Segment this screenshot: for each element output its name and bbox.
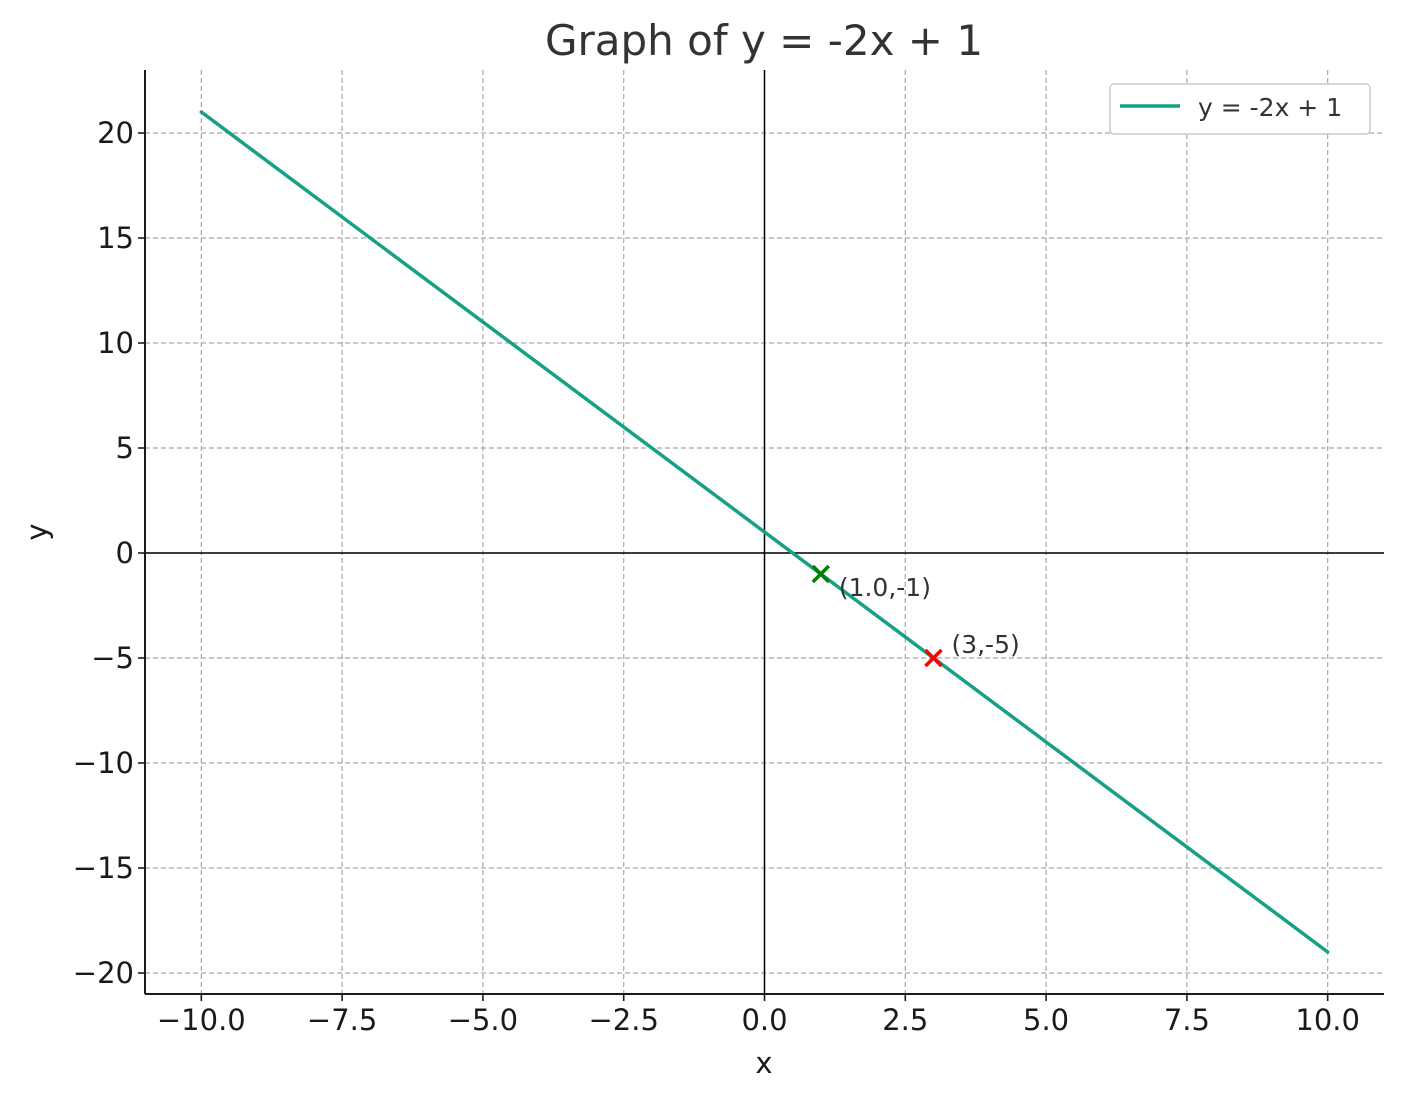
y-axis-label: y [20, 523, 54, 540]
y-tick-label: 0 [116, 536, 134, 570]
chart-title: Graph of y = -2x + 1 [545, 16, 983, 65]
annotated-points: (1.0,-1) (3,-5) [811, 564, 1020, 668]
x-tick-label: 7.5 [1164, 1003, 1210, 1037]
x-tick-label: 10.0 [1295, 1003, 1360, 1037]
series-line [199, 110, 1330, 954]
y-tick-label: −10 [73, 746, 134, 780]
x-tick-label: −2.5 [588, 1003, 658, 1037]
legend: y = -2x + 1 [1109, 83, 1371, 135]
legend-label: y = -2x + 1 [1198, 93, 1342, 122]
series-lines [199, 110, 1330, 954]
x-tick-label: −7.5 [307, 1003, 377, 1037]
x-axis-label: x [755, 1046, 772, 1080]
x-tick-label: −10.0 [157, 1003, 246, 1037]
x-tick-label: 0.0 [741, 1003, 787, 1037]
y-tick-label: 15 [97, 221, 134, 255]
legend-box [1109, 83, 1371, 135]
y-tick-label: −20 [73, 956, 134, 990]
y-tick-label: −5 [91, 641, 134, 675]
point-label: (3,-5) [951, 630, 1019, 659]
y-tick-label: 20 [97, 116, 134, 150]
y-tick-label: −15 [73, 851, 134, 885]
axis-ticks: −10.0 −7.5 −5.0 −2.5 0.0 2.5 5.0 7.5 10.0 −20 −15 −… [73, 116, 1360, 1037]
x-tick-label: −5.0 [448, 1003, 518, 1037]
x-tick-label: 5.0 [1023, 1003, 1069, 1037]
point-marker [924, 648, 943, 668]
point-marker [811, 564, 831, 584]
y-tick-label: 5 [116, 431, 134, 465]
y-tick-label: 10 [97, 326, 134, 360]
x-tick-label: 2.5 [882, 1003, 928, 1037]
point-label: (1.0,-1) [839, 573, 931, 602]
